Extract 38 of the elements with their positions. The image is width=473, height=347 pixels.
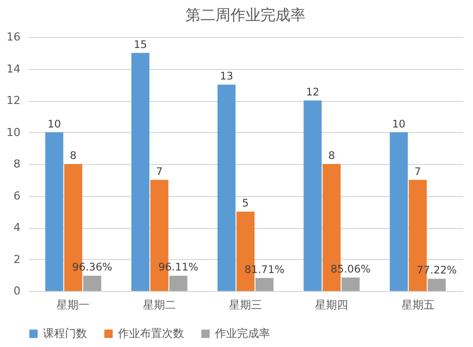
bar [45, 132, 64, 291]
x-tick-label: 星期四 [315, 298, 348, 312]
bar [131, 52, 150, 291]
data-label: 12 [306, 86, 320, 98]
data-label: 5 [242, 198, 249, 210]
legend-label: 作业完成率 [214, 326, 270, 340]
x-tick-label: 星期一 [56, 298, 90, 312]
y-tick-label: 6 [14, 189, 20, 202]
legend-label: 课程门数 [43, 326, 87, 340]
bar [342, 277, 360, 291]
bar [169, 276, 188, 291]
legend-label: 作业布置次数 [117, 326, 184, 340]
bar [218, 84, 236, 291]
x-tick-label: 星期五 [401, 298, 434, 312]
y-tick-label: 10 [6, 126, 20, 139]
data-label: 7 [156, 166, 163, 178]
data-label: 13 [220, 70, 234, 83]
data-label: 10 [48, 118, 61, 130]
y-tick-label: 4 [14, 221, 20, 234]
data-label: 8 [70, 150, 77, 162]
x-tick-label: 星期三 [229, 298, 262, 312]
bar [255, 278, 274, 291]
y-tick-label: 12 [6, 94, 20, 107]
bar [428, 278, 446, 291]
y-tick-label: 8 [14, 158, 20, 170]
y-tick-label: 0 [14, 284, 20, 298]
data-label: 10 [392, 118, 406, 130]
chart-title: 第二周作业完成率 [186, 6, 306, 24]
y-tick-label: 14 [6, 62, 20, 76]
data-label: 7 [414, 166, 422, 178]
data-label: 15 [134, 38, 148, 51]
bar [83, 276, 102, 291]
bar [304, 100, 322, 291]
x-tick-label: 星期二 [142, 298, 176, 312]
data-label: 8 [328, 150, 335, 162]
y-tick-label: 2 [14, 252, 20, 266]
y-tick-label: 16 [6, 30, 20, 44]
bar [390, 132, 408, 291]
